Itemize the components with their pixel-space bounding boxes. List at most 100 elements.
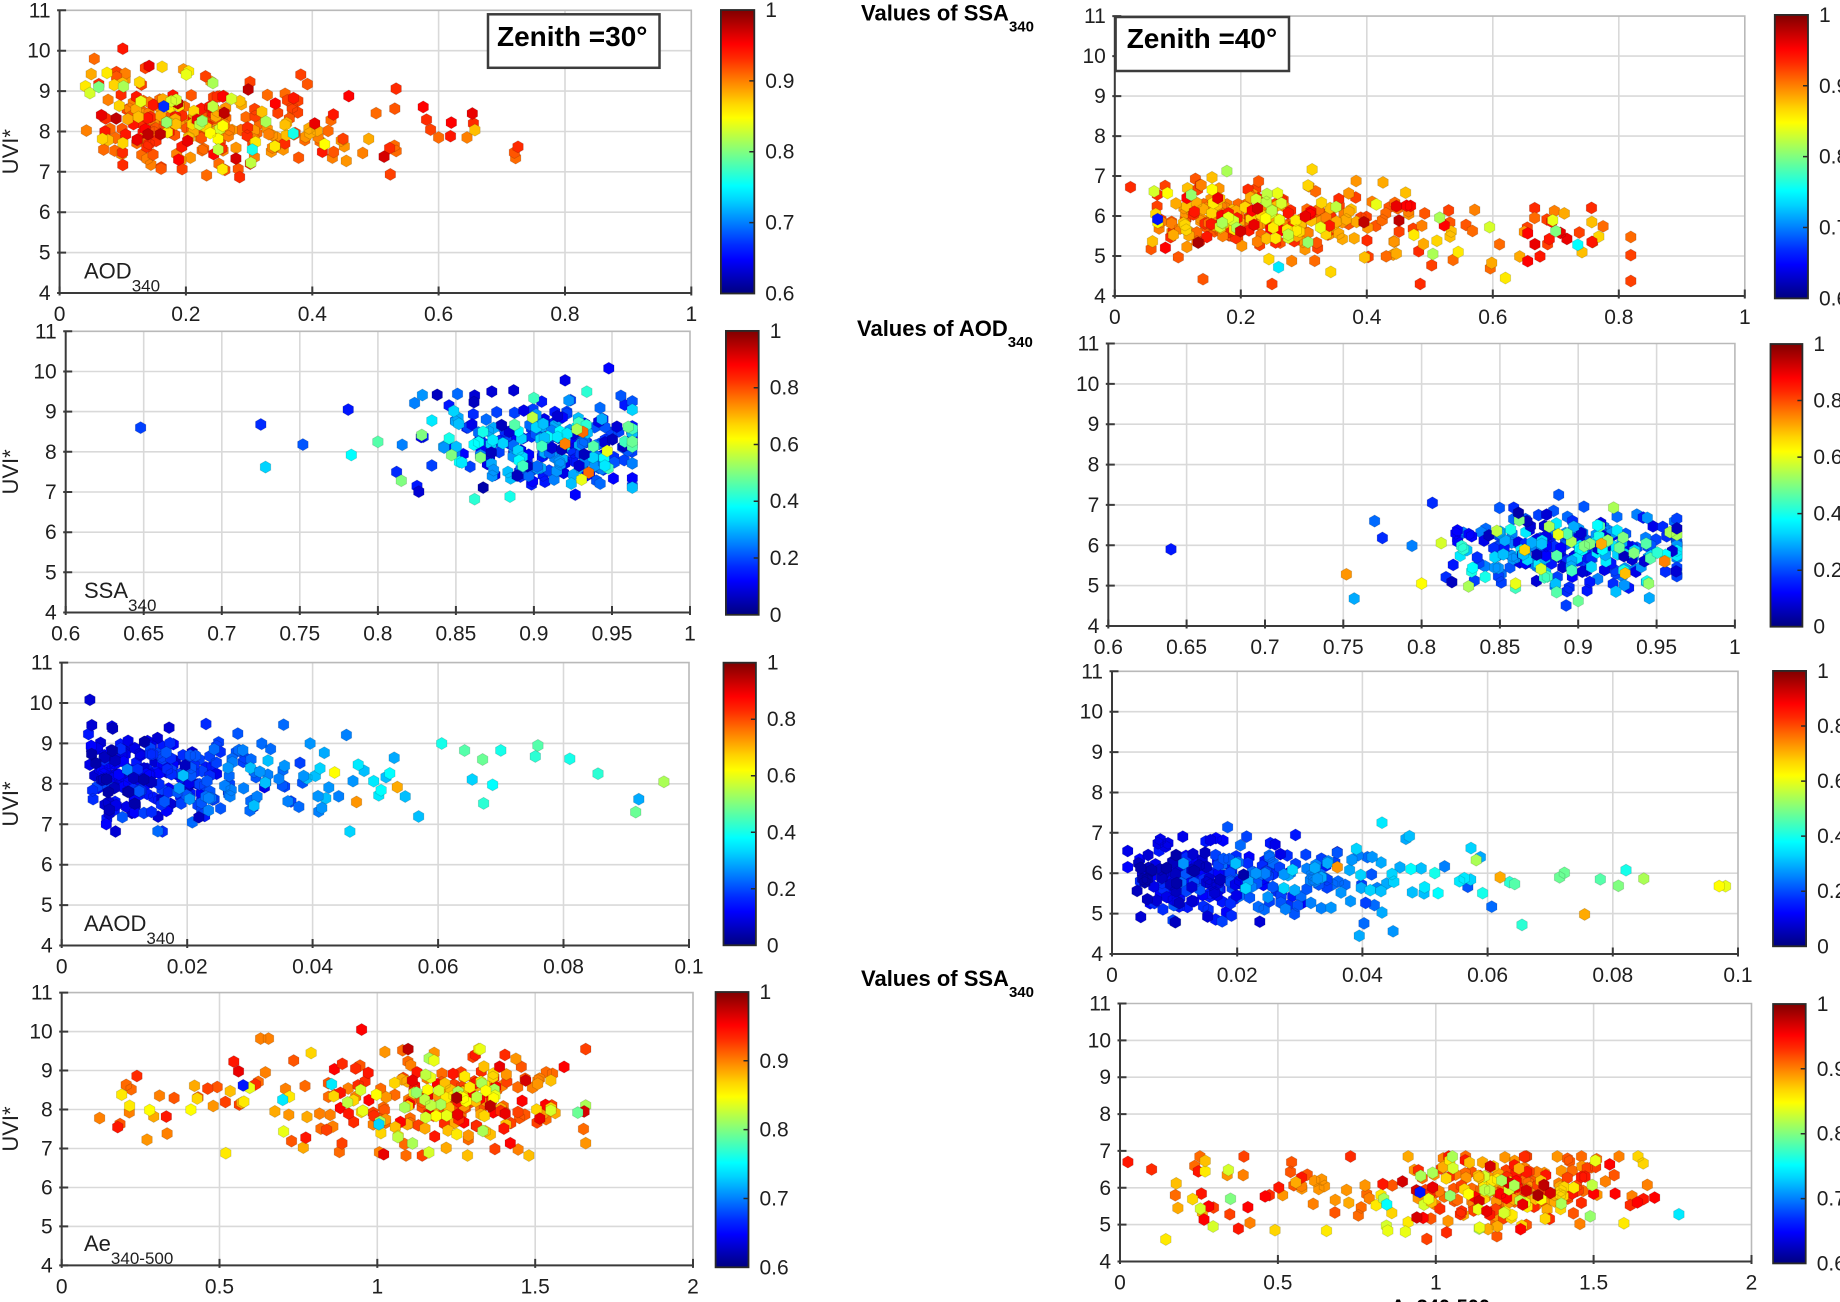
svg-text:10: 10 <box>29 1021 52 1044</box>
svg-text:0.9: 0.9 <box>1819 75 1840 98</box>
svg-text:5: 5 <box>45 561 57 584</box>
svg-text:9: 9 <box>1099 1066 1111 1089</box>
svg-text:1: 1 <box>770 320 782 343</box>
svg-text:9: 9 <box>45 401 57 424</box>
svg-text:0.8: 0.8 <box>1817 1123 1840 1146</box>
svg-text:1: 1 <box>1813 333 1825 356</box>
svg-text:5: 5 <box>1088 575 1100 598</box>
svg-text:0.7: 0.7 <box>1819 217 1840 240</box>
svg-text:4: 4 <box>1094 285 1106 308</box>
svg-text:7: 7 <box>39 161 51 184</box>
svg-text:7: 7 <box>45 481 57 504</box>
svg-text:6: 6 <box>41 854 53 877</box>
svg-text:11: 11 <box>1081 660 1103 683</box>
svg-text:4: 4 <box>45 602 57 625</box>
svg-text:8: 8 <box>1091 782 1103 805</box>
svg-text:1: 1 <box>767 652 779 675</box>
svg-text:0.06: 0.06 <box>1467 964 1508 987</box>
svg-text:0.75: 0.75 <box>279 623 320 646</box>
svg-text:5: 5 <box>41 894 53 917</box>
svg-text:6: 6 <box>45 521 57 544</box>
svg-text:Zenith =40°: Zenith =40° <box>1127 23 1277 54</box>
svg-text:0: 0 <box>1114 1272 1126 1295</box>
svg-text:0.6: 0.6 <box>770 434 799 457</box>
svg-text:0: 0 <box>56 1275 68 1298</box>
svg-text:0.6: 0.6 <box>1819 287 1840 310</box>
svg-text:10: 10 <box>1088 1029 1111 1052</box>
svg-text:1: 1 <box>371 1275 383 1298</box>
svg-text:10: 10 <box>27 40 50 63</box>
svg-text:0.2: 0.2 <box>1817 880 1840 903</box>
svg-text:10: 10 <box>33 361 56 384</box>
svg-text:0.8: 0.8 <box>1817 715 1840 738</box>
svg-text:9: 9 <box>1094 85 1106 108</box>
svg-text:0.5: 0.5 <box>205 1275 234 1298</box>
svg-text:0.6: 0.6 <box>424 303 453 326</box>
svg-text:10: 10 <box>29 692 52 715</box>
svg-text:0.4: 0.4 <box>1817 825 1840 848</box>
svg-text:0.4: 0.4 <box>767 821 797 844</box>
svg-text:0.8: 0.8 <box>765 141 794 164</box>
svg-text:6: 6 <box>39 201 51 224</box>
svg-text:0.4: 0.4 <box>298 303 328 326</box>
svg-text:6: 6 <box>1099 1177 1111 1200</box>
svg-text:9: 9 <box>41 732 53 755</box>
svg-text:0: 0 <box>767 934 779 957</box>
svg-text:8: 8 <box>1099 1103 1111 1126</box>
svg-text:10: 10 <box>1080 701 1103 724</box>
svg-text:7: 7 <box>41 813 53 836</box>
svg-text:Ae340-500: Ae340-500 <box>1391 1297 1490 1302</box>
svg-text:11: 11 <box>1089 993 1111 1016</box>
svg-text:0.6: 0.6 <box>51 623 80 646</box>
svg-text:0.65: 0.65 <box>123 623 164 646</box>
svg-text:0.9: 0.9 <box>519 623 548 646</box>
svg-text:UVI*: UVI* <box>0 449 23 495</box>
svg-text:0.04: 0.04 <box>292 956 333 979</box>
svg-text:5: 5 <box>1099 1214 1111 1237</box>
svg-text:0.2: 0.2 <box>770 547 799 570</box>
svg-text:0.85: 0.85 <box>435 623 476 646</box>
svg-text:11: 11 <box>31 982 53 1005</box>
svg-text:0.95: 0.95 <box>592 623 633 646</box>
svg-text:0.95: 0.95 <box>1636 636 1677 659</box>
svg-text:11: 11 <box>1084 5 1106 28</box>
svg-text:0.5: 0.5 <box>1263 1272 1292 1295</box>
svg-text:5: 5 <box>41 1215 53 1238</box>
svg-text:4: 4 <box>39 282 51 305</box>
svg-text:Zenith =30°: Zenith =30° <box>497 21 647 52</box>
svg-text:7: 7 <box>1091 822 1103 845</box>
svg-text:7: 7 <box>1094 165 1106 188</box>
svg-text:0.7: 0.7 <box>765 212 794 235</box>
svg-text:0.2: 0.2 <box>767 878 796 901</box>
svg-text:0: 0 <box>54 303 66 326</box>
svg-text:0.04: 0.04 <box>1342 964 1383 987</box>
svg-text:0.9: 0.9 <box>1564 636 1593 659</box>
svg-text:0.7: 0.7 <box>760 1188 789 1211</box>
svg-text:8: 8 <box>39 121 51 144</box>
svg-text:0.9: 0.9 <box>1817 1058 1840 1081</box>
svg-text:9: 9 <box>1088 413 1100 436</box>
svg-text:0.8: 0.8 <box>1407 636 1436 659</box>
svg-text:0.8: 0.8 <box>550 303 579 326</box>
svg-text:0.6: 0.6 <box>1817 770 1840 793</box>
svg-text:6: 6 <box>41 1177 53 1200</box>
svg-text:11: 11 <box>31 652 53 675</box>
svg-text:0.9: 0.9 <box>765 70 794 93</box>
svg-text:1: 1 <box>685 303 697 326</box>
svg-text:0.8: 0.8 <box>363 623 392 646</box>
svg-text:0.06: 0.06 <box>418 956 459 979</box>
svg-text:0.7: 0.7 <box>1817 1188 1840 1211</box>
svg-text:0.6: 0.6 <box>1817 1252 1840 1275</box>
svg-text:UVI*: UVI* <box>0 781 23 827</box>
svg-text:1: 1 <box>1817 993 1829 1016</box>
svg-text:0.8: 0.8 <box>760 1119 789 1142</box>
svg-text:0.1: 0.1 <box>674 956 703 979</box>
svg-text:9: 9 <box>1091 741 1103 764</box>
svg-text:5: 5 <box>1094 245 1106 268</box>
svg-text:0.85: 0.85 <box>1479 636 1520 659</box>
svg-text:0.2: 0.2 <box>1226 306 1255 329</box>
svg-text:0: 0 <box>770 604 782 627</box>
svg-text:0.1: 0.1 <box>1723 964 1752 987</box>
svg-text:0.4: 0.4 <box>770 490 800 513</box>
svg-text:0.75: 0.75 <box>1323 636 1364 659</box>
